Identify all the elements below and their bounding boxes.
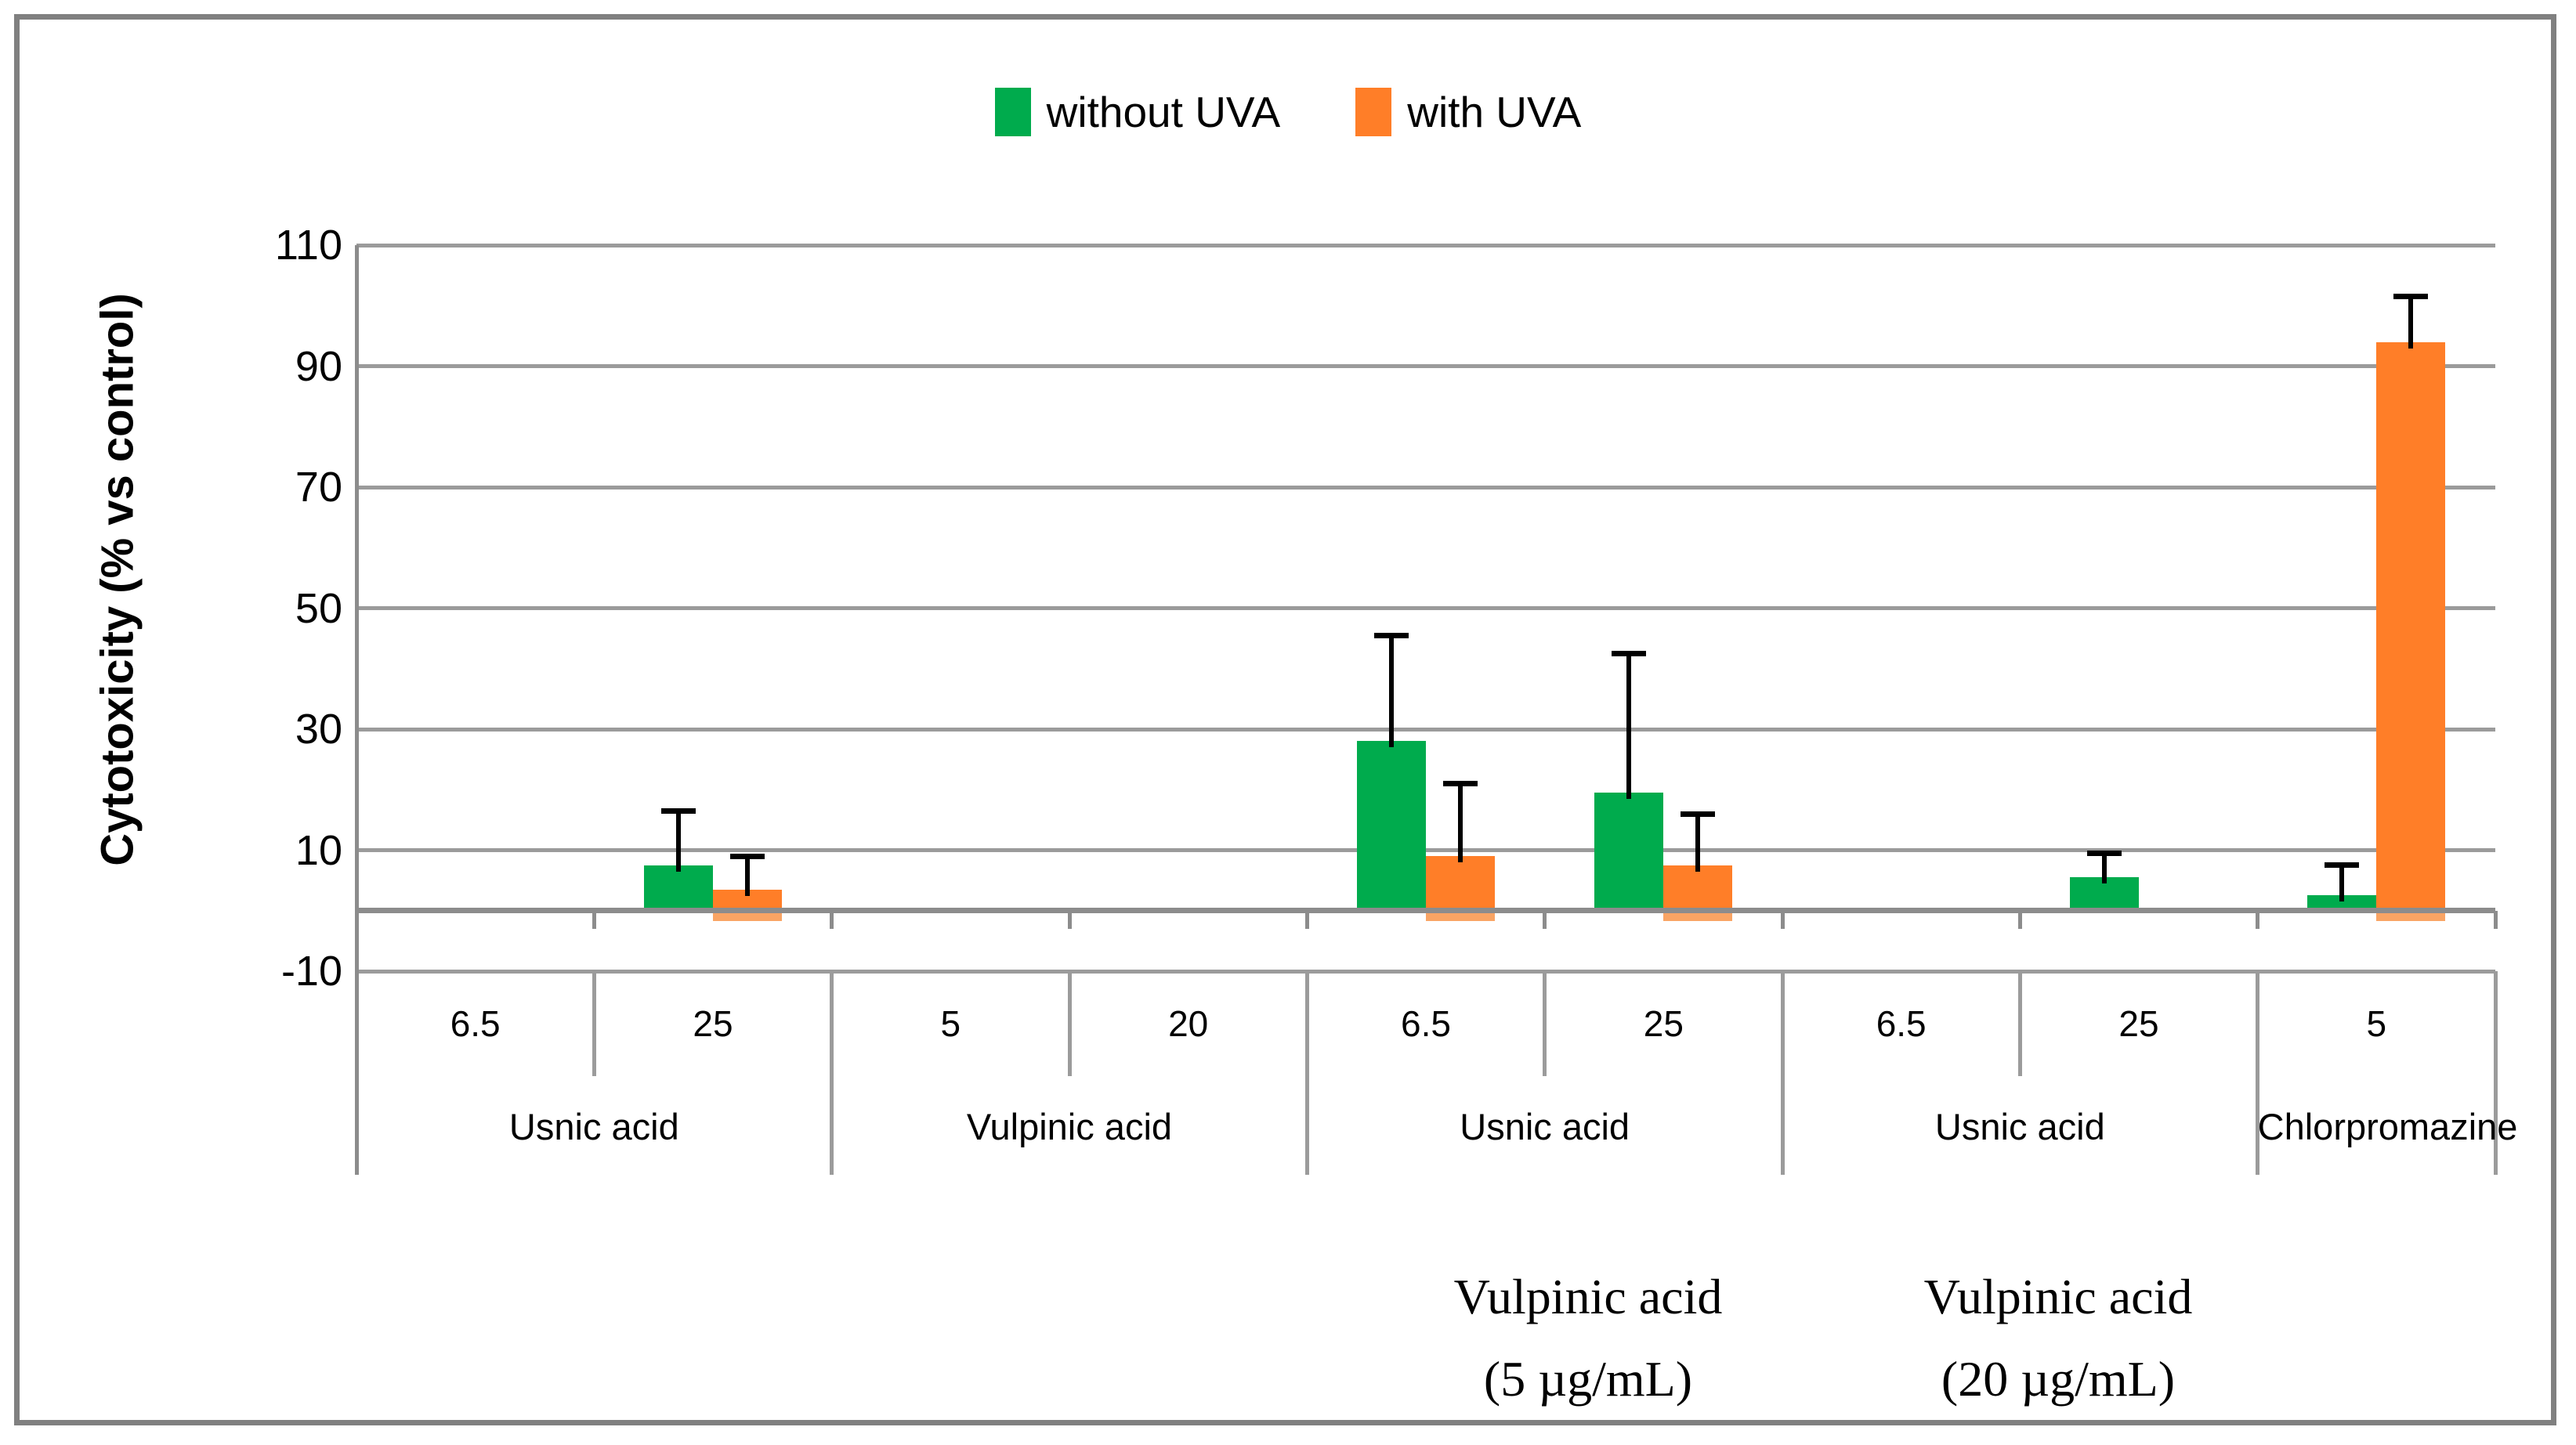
- error-bar-cap: [661, 807, 696, 814]
- x-axis-baseline: [356, 908, 2495, 914]
- group-label: Usnic acid: [508, 1106, 679, 1147]
- group-label: Usnic acid: [1460, 1106, 1630, 1147]
- error-bar-line: [2408, 296, 2414, 349]
- bar-without-UVA-col2: [644, 865, 713, 911]
- y-tick-label: 90: [295, 342, 342, 390]
- error-bar-line: [745, 856, 750, 896]
- category-tick: [2017, 910, 2022, 929]
- gridline-y-10: [356, 848, 2495, 852]
- y-axis-line: [354, 245, 359, 1175]
- bar-with-UVA-col6: [1663, 865, 1733, 911]
- category-tick: [1067, 910, 1072, 929]
- annotation-vulpinic-5: Vulpinic acid (5 µg/mL): [1236, 1255, 1941, 1420]
- group-label: Vulpinic acid: [966, 1106, 1173, 1147]
- concentration-label: 6.5: [1876, 1003, 1927, 1044]
- legend-item-with-uva: with UVA: [1355, 88, 1581, 136]
- category-tick: [1304, 910, 1309, 929]
- legend-item-without-uva: without UVA: [994, 87, 1281, 136]
- y-tick-label: 110: [274, 222, 342, 269]
- legend: without UVA with UVA: [0, 78, 2576, 146]
- concentration-label: 6.5: [450, 1003, 501, 1044]
- group-divider: [2493, 971, 2498, 1175]
- concentration-label: 20: [1168, 1003, 1209, 1044]
- legend-swatch-green: [994, 88, 1031, 136]
- annotation-line: Vulpinic acid: [1923, 1269, 2193, 1324]
- error-bar-cap: [2325, 862, 2360, 869]
- bar-without-UVA-col9: [2307, 895, 2377, 911]
- y-tick-label: 30: [295, 706, 342, 753]
- error-bar-cap: [1681, 811, 1716, 817]
- error-bar-cap: [1443, 781, 1478, 787]
- concentration-label: 5: [940, 1003, 961, 1044]
- legend-label-with-uva: with UVA: [1407, 87, 1582, 136]
- category-tick: [1543, 910, 1547, 929]
- category-tick: [592, 910, 596, 929]
- y-axis-title: Cytotoxicity (% vs control): [92, 293, 143, 866]
- error-bar-line: [1458, 783, 1463, 863]
- concentration-label: 25: [2118, 1003, 2159, 1044]
- group-divider: [830, 971, 834, 1175]
- bar-with-UVA-col9: [2376, 341, 2446, 911]
- concentration-divider: [592, 971, 596, 1076]
- error-bar-line: [2102, 853, 2107, 884]
- annotation-vulpinic-20: Vulpinic acid (20 µg/mL): [1706, 1255, 2411, 1420]
- group-label: Usnic acid: [1934, 1106, 2105, 1147]
- bar-without-UVA-col6: [1594, 793, 1664, 911]
- category-tick: [2256, 910, 2260, 929]
- gridline-y-90: [356, 364, 2495, 368]
- concentration-label: 6.5: [1401, 1003, 1451, 1044]
- group-label: Chlorpromazine: [2257, 1106, 2518, 1147]
- legend-swatch-orange: [1355, 88, 1392, 136]
- bar-without-UVA-col5: [1357, 741, 1426, 911]
- error-bar-line: [1389, 635, 1394, 748]
- y-tick-label: -10: [280, 948, 342, 995]
- error-bar-line: [1626, 653, 1632, 800]
- error-bar-line: [1695, 814, 1701, 872]
- error-bar-line: [676, 811, 681, 872]
- error-bar-line: [2339, 865, 2345, 902]
- category-tick: [354, 910, 359, 929]
- chart-frame-border: [14, 14, 2556, 1425]
- y-tick-label: 70: [295, 464, 342, 511]
- annotation-line: (5 µg/mL): [1483, 1351, 1693, 1407]
- group-divider: [1780, 971, 1785, 1175]
- annotation-line: Vulpinic acid: [1453, 1269, 1723, 1324]
- y-tick-label: 10: [295, 826, 342, 874]
- gridline-y-110: [356, 243, 2495, 247]
- gridline-y-70: [356, 485, 2495, 489]
- concentration-label: 5: [2366, 1003, 2387, 1044]
- concentration-label: 25: [693, 1003, 733, 1044]
- bar-with-UVA-col5: [1426, 856, 1495, 911]
- error-bar-cap: [730, 853, 765, 859]
- concentration-divider: [1067, 971, 1072, 1076]
- category-tick: [2493, 910, 2498, 929]
- category-tick: [830, 910, 834, 929]
- concentration-label: 25: [1643, 1003, 1684, 1044]
- concentration-divider: [1543, 971, 1547, 1076]
- error-bar-cap: [1374, 632, 1409, 638]
- group-divider: [2256, 971, 2260, 1175]
- gridline-y-50: [356, 606, 2495, 610]
- concentration-divider: [2017, 971, 2022, 1076]
- category-tick: [1780, 910, 1785, 929]
- error-bar-cap: [2393, 294, 2429, 300]
- gridline-y-30: [356, 727, 2495, 732]
- group-divider: [1304, 971, 1309, 1175]
- error-bar-cap: [2087, 850, 2122, 856]
- annotation-line: (20 µg/mL): [1941, 1351, 2176, 1407]
- y-tick-label: 50: [295, 584, 342, 632]
- gridline-y--10: [356, 969, 2495, 974]
- legend-label-without-uva: without UVA: [1046, 87, 1281, 136]
- error-bar-cap: [1612, 650, 1647, 656]
